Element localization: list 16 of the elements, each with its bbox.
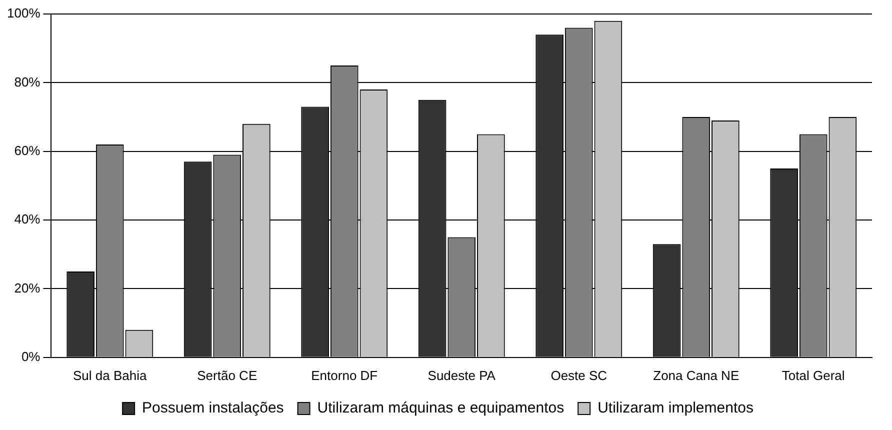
legend-label: Possuem instalações — [142, 400, 284, 417]
x-tick-label: Total Geral — [782, 368, 845, 383]
legend-label: Utilizaram implementos — [598, 400, 754, 417]
x-tick-label: Entorno DF — [311, 368, 378, 383]
legend-label: Utilizaram máquinas e equipamentos — [317, 400, 564, 417]
y-tick-label: 20% — [14, 280, 41, 296]
x-tick-label: Sertão CE — [197, 368, 258, 383]
y-tick-label: 100% — [7, 6, 41, 21]
y-tick-label: 60% — [14, 142, 41, 158]
x-tick-label: Sul da Bahia — [73, 368, 148, 383]
x-tick-label: Zona Cana NE — [653, 368, 740, 383]
y-tick-label: 40% — [14, 212, 41, 227]
x-tick-label: Oeste SC — [550, 368, 608, 383]
y-tick-label: 80% — [14, 74, 41, 90]
y-tick-label: 0% — [21, 348, 41, 364]
x-tick-label: Sudeste PA — [428, 368, 496, 383]
